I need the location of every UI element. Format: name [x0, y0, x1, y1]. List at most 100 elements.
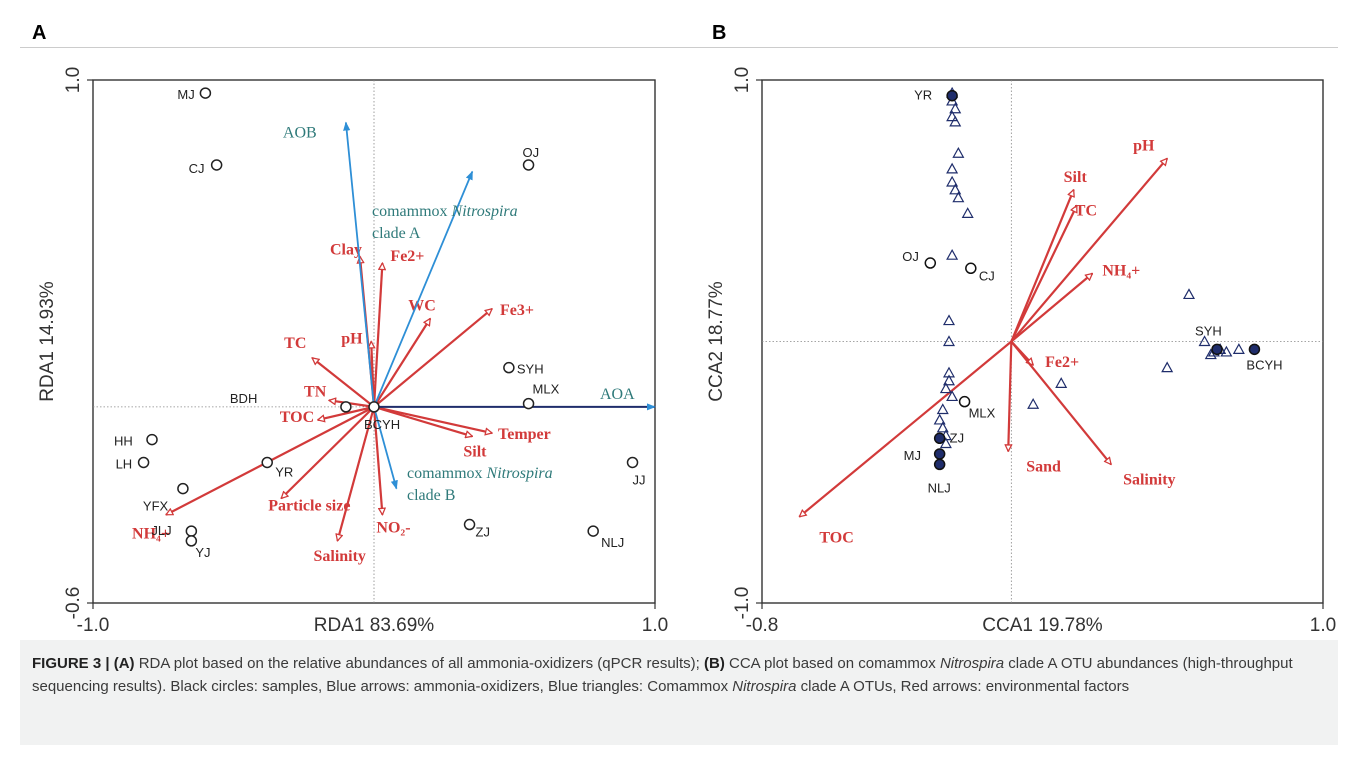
sample-marker-zj — [463, 518, 476, 531]
env-label-nh4: NH₄+ — [1102, 263, 1140, 280]
env-arrow-fe2 — [372, 263, 382, 407]
env-label-fe2: Fe2+ — [390, 248, 424, 265]
sample-marker-mlx — [522, 397, 535, 410]
oxidizer-arrow-comammox-nitrospira-clade-a — [373, 170, 474, 408]
env-arrow-ph — [1010, 158, 1167, 343]
sample-marker-jj — [626, 456, 639, 469]
otu-marker — [939, 437, 952, 449]
sample-label-mlx: MLX — [969, 406, 996, 421]
caption-italic-1: Nitrospira — [939, 655, 1005, 672]
otu-marker — [1232, 343, 1245, 354]
sample-label-bdh: BDH — [230, 391, 257, 406]
env-label-silt: Silt — [463, 443, 487, 460]
sample-label-bcyh: BCYH — [364, 417, 400, 432]
otu-marker — [933, 413, 946, 425]
x-tick-label: -0.8 — [746, 615, 779, 636]
env-arrow-salinity — [337, 406, 376, 541]
sample-label-zj: ZJ — [950, 430, 964, 445]
sample-label-zj: ZJ — [476, 525, 490, 540]
env-label-particle-size: Particle size — [268, 497, 350, 514]
figure-caption: FIGURE 3 | (A) RDA plot based on the rel… — [20, 640, 1338, 745]
sample-marker-jlj — [185, 525, 198, 537]
panel-b-letter: B — [712, 22, 727, 44]
x-axis-label: RDA1 83.69% — [314, 615, 435, 636]
oxidizer-label-clade-a-line2: clade A — [372, 225, 421, 242]
env-label-temper: Temper — [498, 426, 551, 443]
sample-marker-nlj — [587, 525, 599, 537]
otu-marker — [946, 390, 959, 402]
otu-marker — [952, 191, 965, 203]
otu-marker — [946, 248, 959, 260]
env-arrow-silt — [373, 405, 472, 436]
env-label-tc: TC — [284, 335, 306, 352]
x-tick-label: -1.0 — [77, 615, 110, 636]
otu-marker — [1204, 348, 1217, 360]
otu-marker — [952, 146, 965, 158]
oxidizer-label-clade-b-line2: clade B — [407, 487, 455, 504]
sample-marker-cj — [210, 159, 223, 171]
sample-marker-yr — [261, 456, 273, 469]
sample-marker-yfx — [177, 482, 189, 495]
otu-marker — [1182, 288, 1195, 300]
env-label-tc: TC — [1075, 203, 1097, 220]
otu-marker — [949, 183, 962, 195]
sample-marker-zj — [933, 432, 946, 445]
figure-plots: -1.0 1.0 1.0 -0.6 RDA1 83.69% RDA1 14.93% Clay… — [37, 67, 1336, 636]
env-label-clay: Clay — [330, 242, 362, 259]
caption-text-4: clade A OTUs, Red arrows: environmental … — [796, 678, 1130, 695]
sample-label-jlj: JLJ — [151, 523, 171, 538]
sample-marker-oj — [522, 159, 535, 171]
env-arrow-particle-size — [281, 406, 375, 499]
env-label-toc: TOC — [819, 530, 853, 547]
sample-marker-oj — [924, 257, 937, 269]
env-label-salinity: Salinity — [313, 548, 365, 565]
sample-label-jj: JJ — [633, 472, 646, 487]
sample-label-mj: MJ — [177, 87, 194, 102]
otu-marker — [1220, 345, 1233, 357]
env-arrow-nh4 — [1010, 274, 1092, 343]
env-label-toc: TOC — [280, 409, 314, 426]
otu-marker — [936, 403, 949, 415]
sample-marker-mj — [933, 448, 946, 460]
oxidizer-label-aob: AOB — [283, 124, 317, 141]
otu-marker — [939, 382, 952, 394]
sample-marker-lh — [137, 456, 150, 469]
y-tick-label: 1.0 — [63, 67, 84, 93]
env-arrow-tc — [1010, 206, 1078, 342]
sample-label-bcyh: BCYH — [1246, 357, 1282, 372]
env-arrow-sand — [1008, 341, 1013, 452]
y-tick-label: 1.0 — [732, 67, 753, 93]
x-axis-label: CCA1 19.78% — [982, 615, 1103, 636]
caption-text-3: clade A OTU abundances (high-throughput … — [32, 655, 1293, 695]
env-arrow-no2 — [372, 406, 382, 515]
sample-marker-yr — [946, 89, 958, 102]
env-label-tn: TN — [304, 383, 327, 400]
sample-label-oj: OJ — [523, 145, 540, 160]
caption-figure-label: FIGURE 3 | (A) — [32, 655, 135, 672]
caption-italic-2: Nitrospira — [732, 678, 797, 695]
y-tick-label: -0.6 — [63, 587, 84, 620]
x-tick-label: 1.0 — [642, 615, 668, 636]
oxidizer-label-clade-b-line1: comammox Nitrospira — [407, 465, 553, 482]
y-tick-label: -1.0 — [732, 587, 753, 620]
cca-plot: -0.8 1.0 1.0 -1.0 CCA1 19.78% CCA2 18.77% pH Si… — [706, 67, 1336, 636]
sample-label-cj: CJ — [979, 268, 995, 283]
sample-label-oj: OJ — [902, 249, 919, 264]
sample-marker-bcyh — [368, 401, 380, 413]
sample-label-mlx: MLX — [533, 382, 560, 397]
sample-label-nlj: NLJ — [601, 535, 624, 550]
otu-marker — [961, 207, 974, 218]
oxidizer-arrow-aob — [343, 121, 375, 407]
env-arrow-toc — [318, 405, 375, 420]
env-label-silt: Silt — [1064, 169, 1088, 186]
sample-label-yj: YJ — [195, 545, 210, 560]
otu-marker — [942, 314, 956, 326]
sample-label-syh: SYH — [1195, 323, 1222, 338]
env-label-wc: WC — [408, 298, 436, 315]
sample-marker-cj — [965, 262, 977, 275]
otu-marker — [949, 115, 962, 127]
oxidizer-label-aoa: AOA — [600, 386, 635, 403]
otu-marker — [936, 421, 949, 433]
env-label-ph: pH — [1133, 137, 1155, 154]
env-label-nh4: NH₄+ — [132, 526, 170, 543]
